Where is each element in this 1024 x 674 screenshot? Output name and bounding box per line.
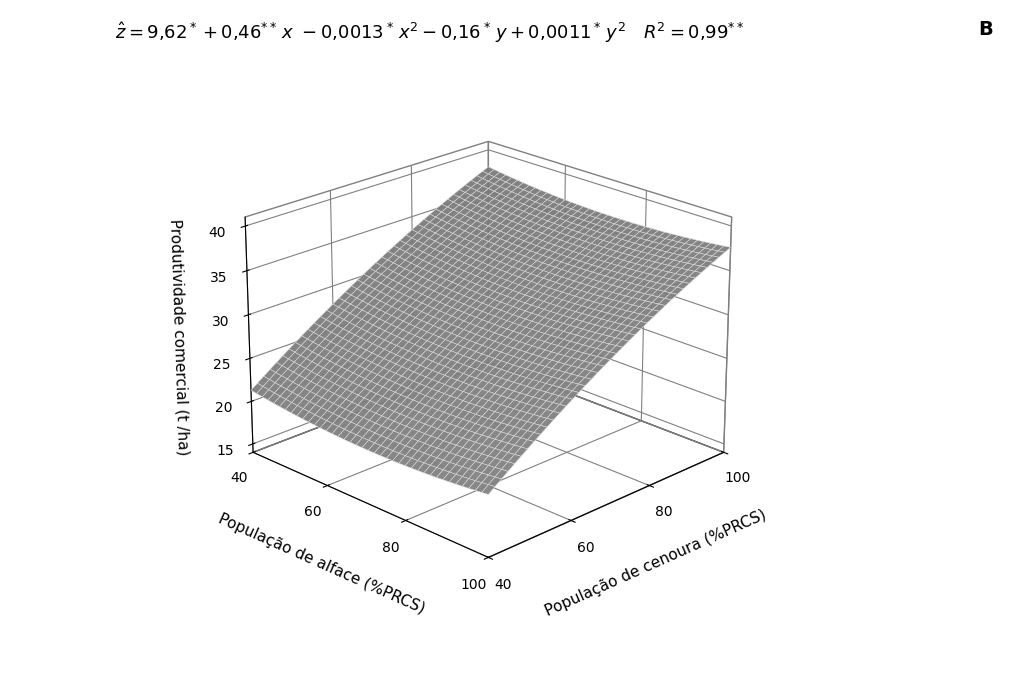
- X-axis label: População de cenoura (%PRCS): População de cenoura (%PRCS): [543, 508, 768, 619]
- Text: $\hat{z} = 9{,}62^* + 0{,}46^{**}\,x\ - 0{,}0013^*\,x^2 - 0{,}16^*\,y + 0{,}0011: $\hat{z} = 9{,}62^* + 0{,}46^{**}\,x\ - …: [116, 20, 744, 45]
- Y-axis label: População de alface (%PRCS): População de alface (%PRCS): [216, 511, 427, 616]
- Text: B: B: [979, 20, 993, 39]
